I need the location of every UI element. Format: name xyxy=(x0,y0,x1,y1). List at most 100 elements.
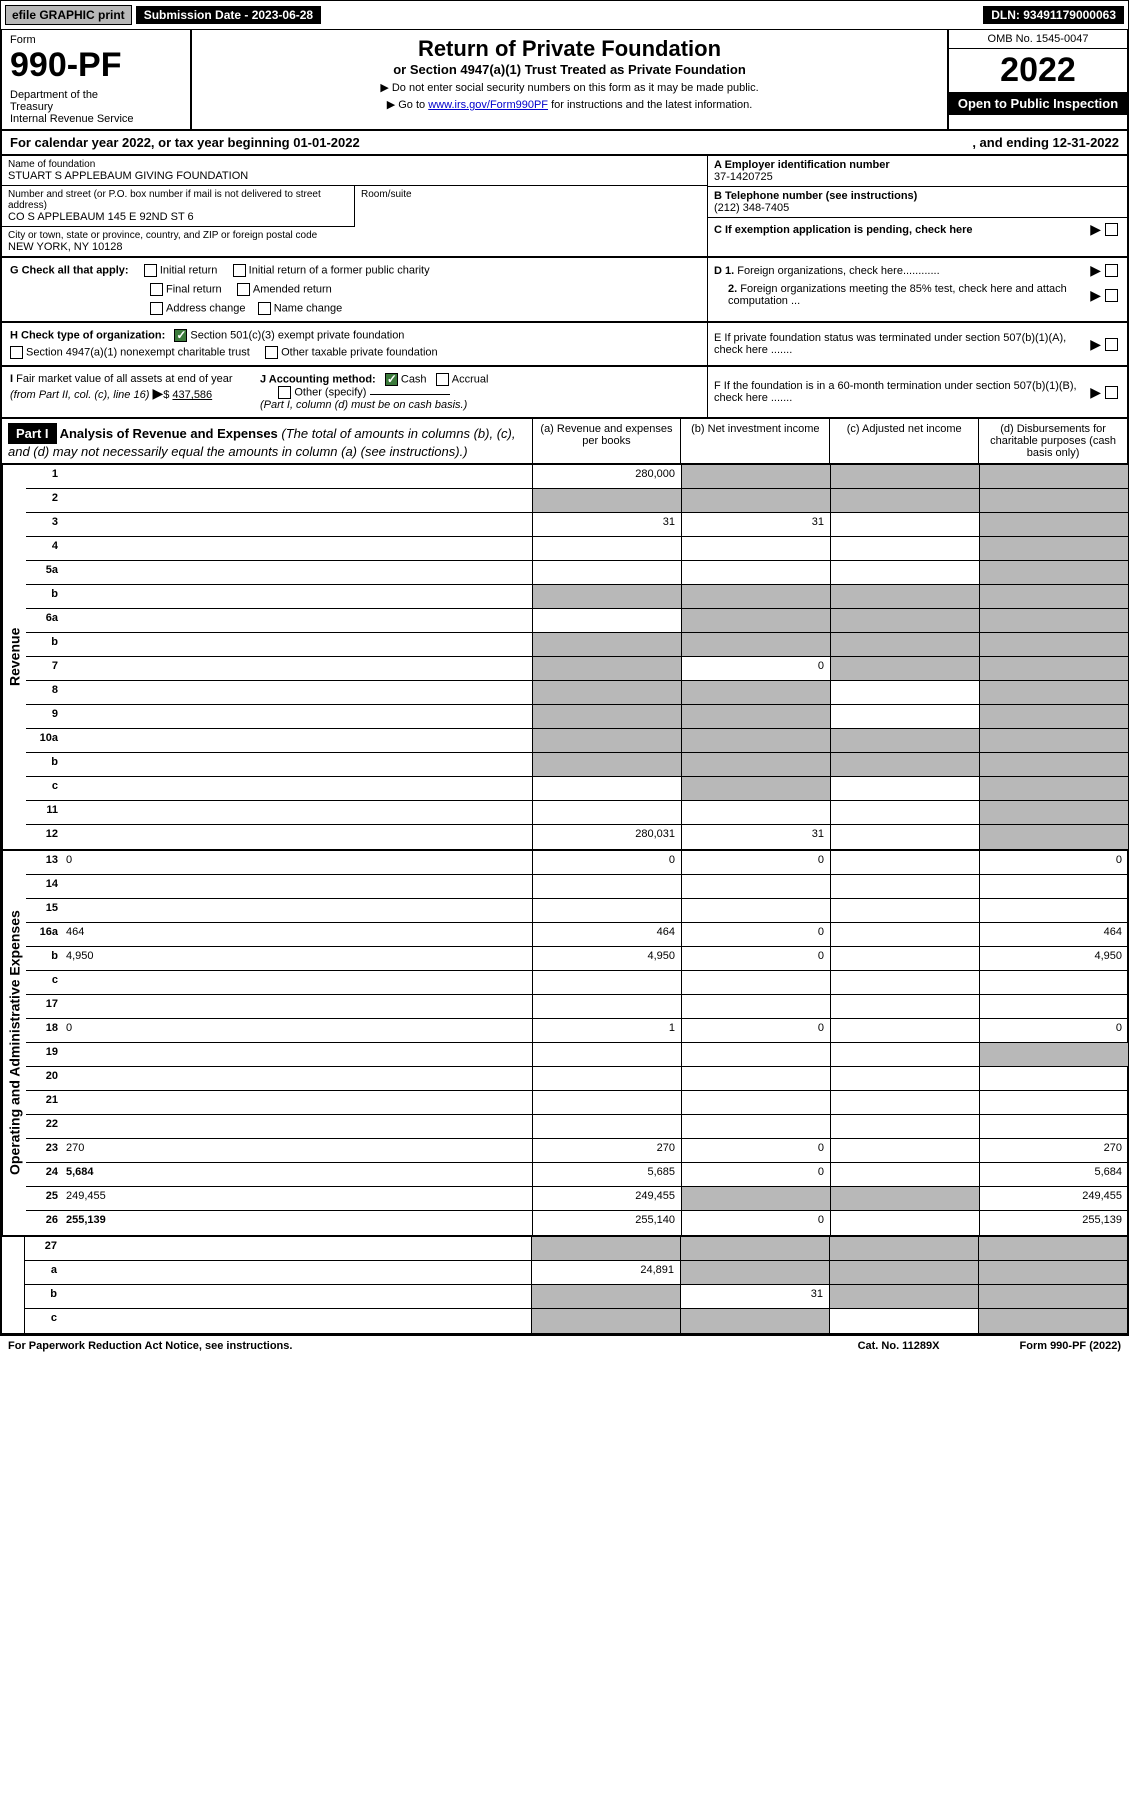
header-left: Form 990-PF Department of theTreasuryInt… xyxy=(2,30,192,129)
line-description: 464 xyxy=(62,923,532,946)
line-description xyxy=(62,705,532,728)
status-terminated-checkbox[interactable] xyxy=(1105,338,1118,351)
line-description xyxy=(62,1043,532,1066)
final-return-checkbox[interactable] xyxy=(150,283,163,296)
col-d-value xyxy=(979,753,1128,776)
form-label: Form xyxy=(10,34,182,46)
exemption-checkbox[interactable] xyxy=(1105,223,1118,236)
line-number: 6a xyxy=(26,609,62,632)
line-number: 18 xyxy=(26,1019,62,1042)
checks-row-ij: I Fair market value of all assets at end… xyxy=(0,367,1129,419)
col-a-value: 1 xyxy=(532,1019,681,1042)
foreign-85-checkbox[interactable] xyxy=(1105,289,1118,302)
4947a1-checkbox[interactable] xyxy=(10,346,23,359)
address-change-checkbox[interactable] xyxy=(150,302,163,315)
col-a-value xyxy=(532,561,681,584)
header-right: OMB No. 1545-0047 2022 Open to Public In… xyxy=(947,30,1127,129)
line-description xyxy=(62,1115,532,1138)
col-b-value xyxy=(681,753,830,776)
col-c-value xyxy=(830,561,979,584)
address-cell: Number and street (or P.O. box number if… xyxy=(2,186,354,227)
col-d-value xyxy=(979,1115,1128,1138)
irs-link[interactable]: www.irs.gov/Form990PF xyxy=(428,99,548,111)
cash-checkbox[interactable] xyxy=(385,373,398,386)
fmv-amount: 437,586 xyxy=(172,389,212,401)
col-d-value xyxy=(979,513,1128,536)
col-c-value xyxy=(830,1187,979,1210)
col-b-value xyxy=(681,801,830,824)
table-row: c xyxy=(26,777,1128,801)
line-number: 19 xyxy=(26,1043,62,1066)
col-d-value xyxy=(979,801,1128,824)
col-a-value: 280,000 xyxy=(532,465,681,488)
revenue-section: Revenue 1 280,000 2 3 31 31 4 5a b xyxy=(0,465,1129,851)
table-row: a 24,891 xyxy=(25,1261,1127,1285)
instruction-1: ▶ Do not enter social security numbers o… xyxy=(200,81,939,94)
col-a-value xyxy=(532,899,681,922)
table-row: c xyxy=(26,971,1128,995)
col-a-value xyxy=(532,875,681,898)
ein-cell: A Employer identification number 37-1420… xyxy=(708,156,1127,187)
line-number: 15 xyxy=(26,899,62,922)
col-a-value xyxy=(532,1043,681,1066)
col-c-value xyxy=(830,947,979,970)
col-c-header: (c) Adjusted net income xyxy=(829,419,978,463)
foreign-org-checkbox[interactable] xyxy=(1105,264,1118,277)
col-d-value xyxy=(979,537,1128,560)
line-number: 12 xyxy=(26,825,62,849)
col-a-value: 255,140 xyxy=(532,1211,681,1235)
form-footer-label: Form 990-PF (2022) xyxy=(1020,1340,1122,1352)
line-number: b xyxy=(25,1285,61,1308)
initial-former-checkbox[interactable] xyxy=(233,264,246,277)
col-a-value xyxy=(532,777,681,800)
footer-row: For Paperwork Reduction Act Notice, see … xyxy=(0,1335,1129,1356)
col-d-header: (d) Disbursements for charitable purpose… xyxy=(978,419,1127,463)
col-b-value xyxy=(681,971,830,994)
other-taxable-checkbox[interactable] xyxy=(265,346,278,359)
col-d-value: 5,684 xyxy=(979,1163,1128,1186)
open-public-label: Open to Public Inspection xyxy=(949,92,1127,115)
line-description xyxy=(62,801,532,824)
col-c-value xyxy=(830,489,979,512)
col-d-value xyxy=(978,1285,1127,1308)
foundation-name-cell: Name of foundation STUART S APPLEBAUM GI… xyxy=(2,156,707,186)
col-d-value: 4,950 xyxy=(979,947,1128,970)
line-description xyxy=(62,681,532,704)
60month-checkbox[interactable] xyxy=(1105,386,1118,399)
efile-button[interactable]: efile GRAPHIC print xyxy=(5,5,132,25)
line-number: 17 xyxy=(26,995,62,1018)
line-number: 13 xyxy=(26,851,62,874)
amended-return-checkbox[interactable] xyxy=(237,283,250,296)
col-d-value xyxy=(979,777,1128,800)
col-a-value xyxy=(532,995,681,1018)
line-number: 27 xyxy=(25,1237,61,1260)
col-a-value xyxy=(532,681,681,704)
line-description xyxy=(62,609,532,632)
dln-label: DLN: 93491179000063 xyxy=(983,6,1124,24)
col-a-value xyxy=(532,633,681,656)
col-d-value: 464 xyxy=(979,923,1128,946)
col-a-value xyxy=(532,585,681,608)
line-description: 270 xyxy=(62,1139,532,1162)
col-b-value xyxy=(681,1043,830,1066)
line-number: 4 xyxy=(26,537,62,560)
table-row: b 4,950 4,950 0 4,950 xyxy=(26,947,1128,971)
line-number: 26 xyxy=(26,1211,62,1235)
accrual-checkbox[interactable] xyxy=(436,373,449,386)
line-description xyxy=(61,1309,531,1333)
col-a-value xyxy=(531,1309,680,1333)
other-method-checkbox[interactable] xyxy=(278,386,291,399)
form-title: Return of Private Foundation xyxy=(200,36,939,62)
line-number: 9 xyxy=(26,705,62,728)
col-c-value xyxy=(829,1261,978,1284)
initial-return-checkbox[interactable] xyxy=(144,264,157,277)
name-change-checkbox[interactable] xyxy=(258,302,271,315)
col-a-value xyxy=(532,801,681,824)
col-b-value xyxy=(681,585,830,608)
col-a-value: 464 xyxy=(532,923,681,946)
col-c-value xyxy=(830,825,979,849)
line-description xyxy=(62,585,532,608)
line-description xyxy=(62,899,532,922)
501c3-checkbox[interactable] xyxy=(174,329,187,342)
col-b-value xyxy=(681,1091,830,1114)
